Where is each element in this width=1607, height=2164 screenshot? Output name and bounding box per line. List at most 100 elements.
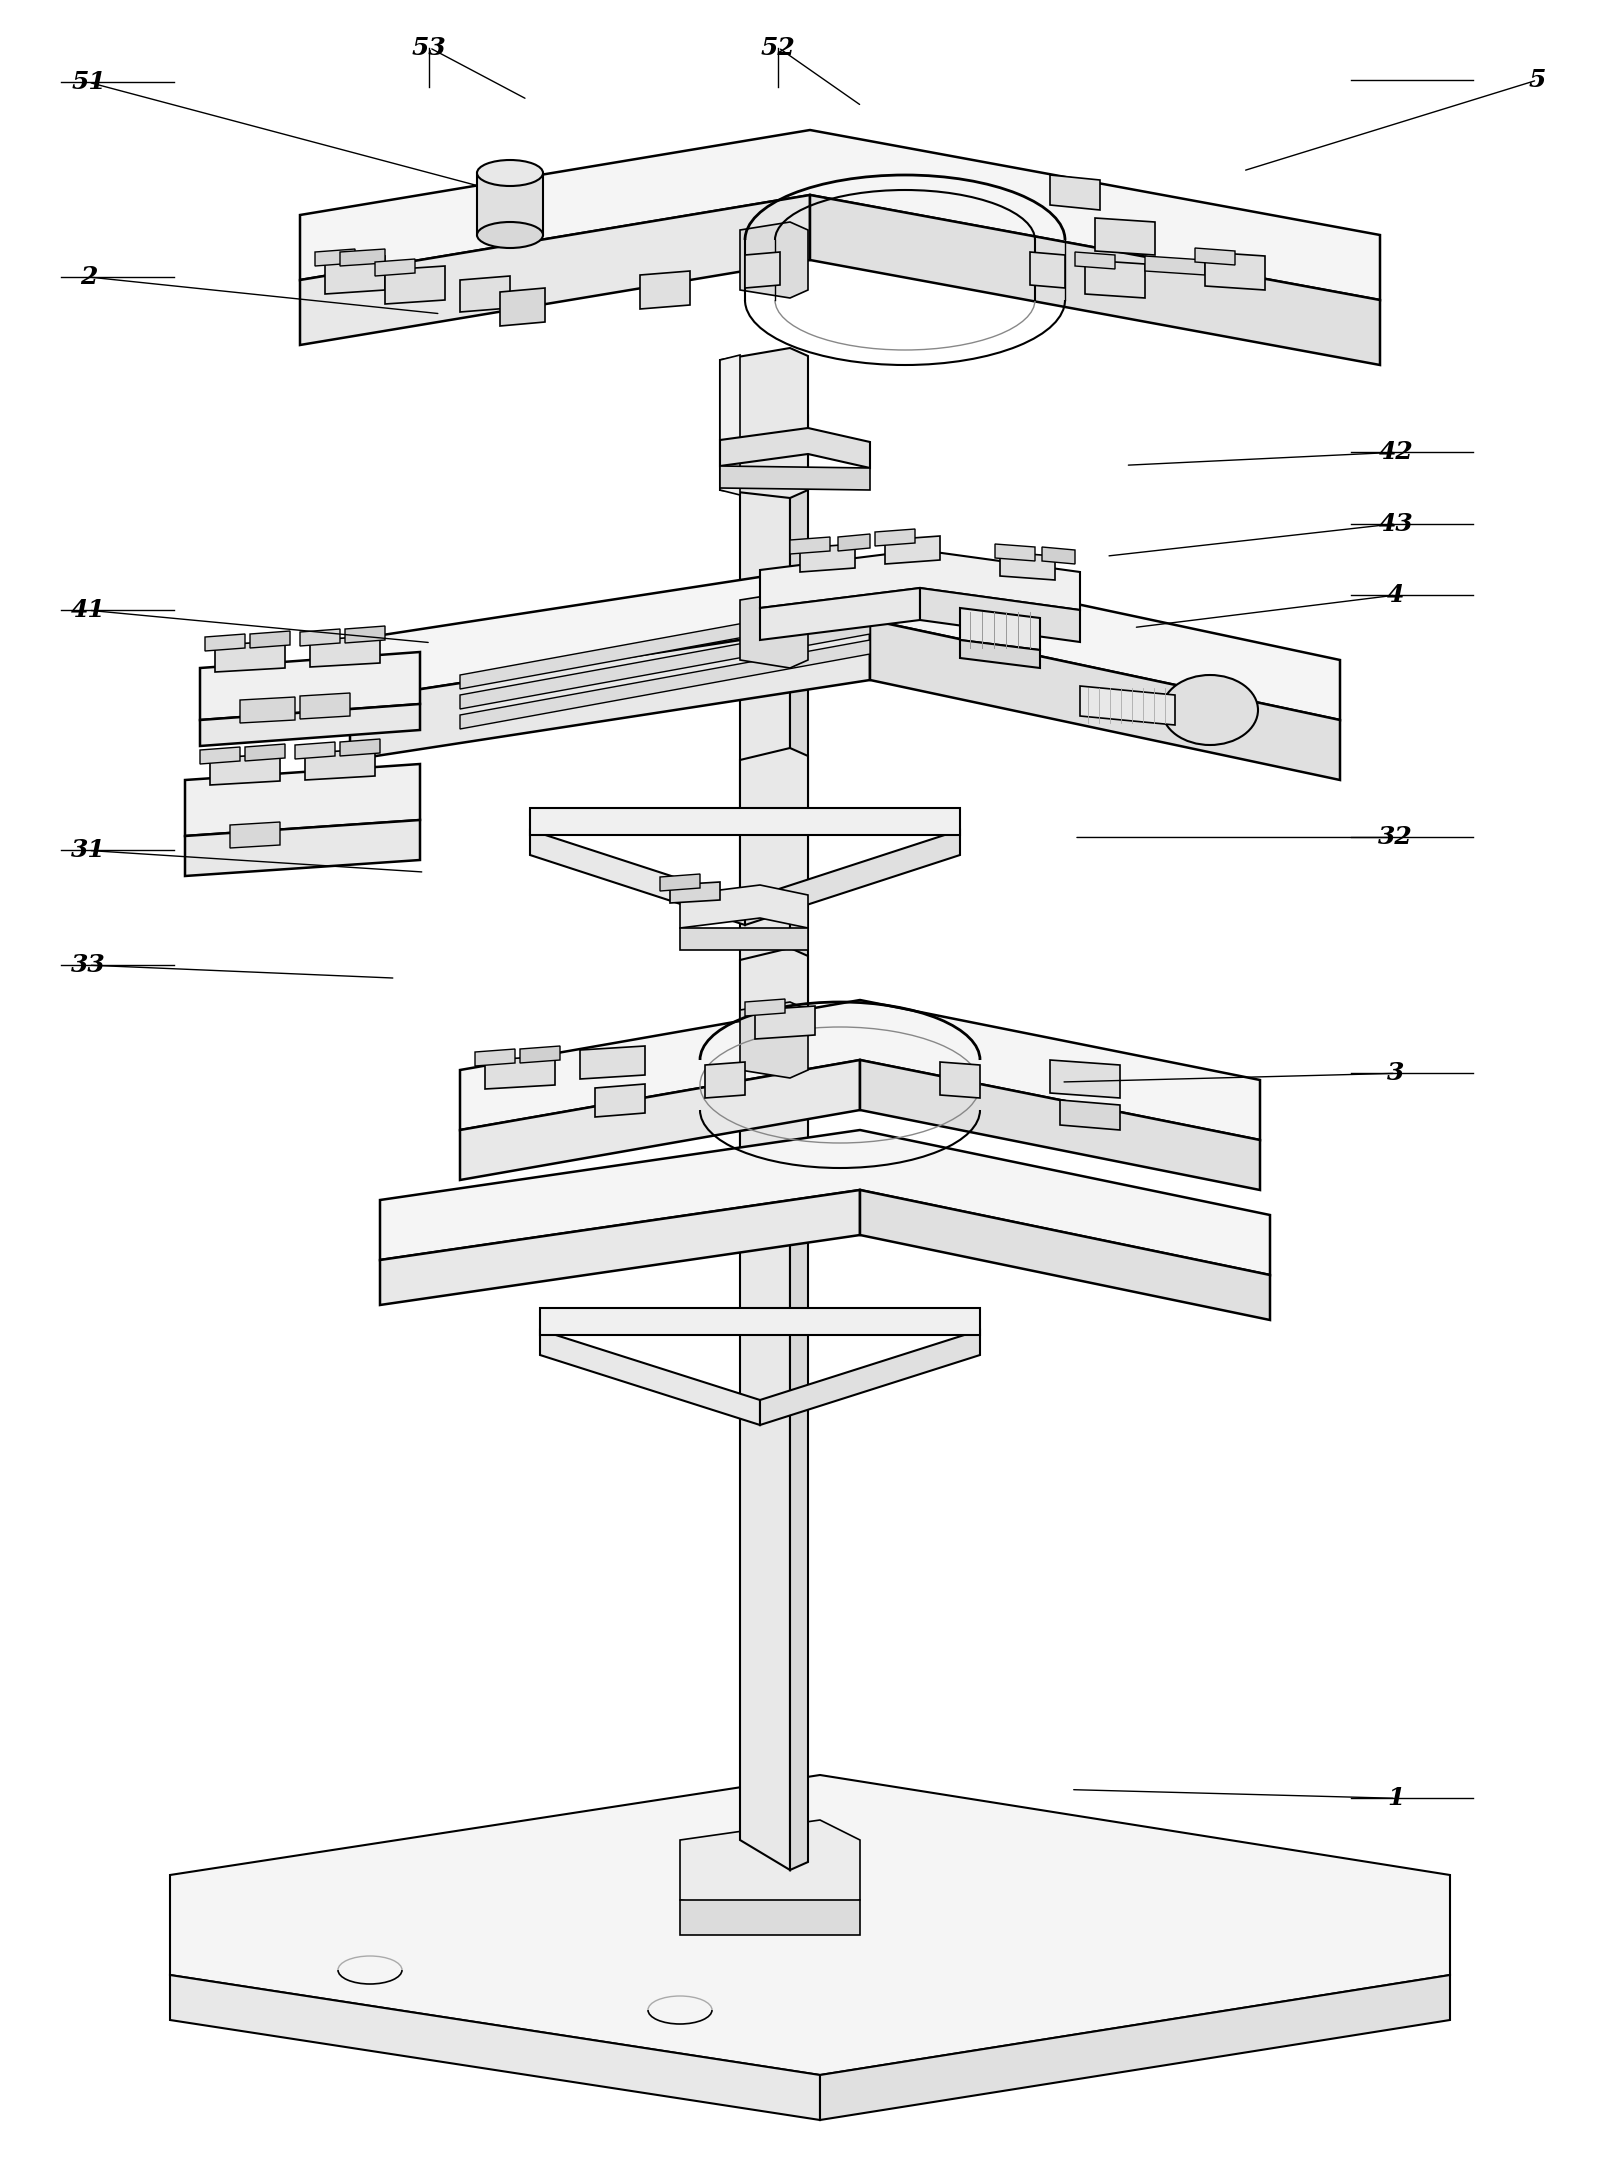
Polygon shape: [204, 634, 244, 651]
Polygon shape: [1030, 251, 1064, 288]
Polygon shape: [460, 599, 869, 688]
Polygon shape: [884, 537, 940, 565]
Polygon shape: [959, 608, 1040, 649]
Polygon shape: [301, 130, 1379, 301]
Polygon shape: [540, 1307, 979, 1335]
Polygon shape: [350, 560, 1339, 721]
Polygon shape: [500, 288, 545, 327]
Polygon shape: [595, 1084, 644, 1117]
Polygon shape: [1041, 547, 1075, 565]
Polygon shape: [374, 260, 415, 277]
Polygon shape: [680, 1900, 860, 1935]
Polygon shape: [869, 621, 1339, 779]
Polygon shape: [185, 820, 419, 876]
Polygon shape: [460, 1060, 860, 1179]
Polygon shape: [739, 381, 789, 1870]
Polygon shape: [339, 249, 384, 266]
Polygon shape: [384, 266, 445, 303]
Ellipse shape: [477, 160, 543, 186]
Polygon shape: [874, 528, 914, 545]
Polygon shape: [460, 641, 869, 729]
Text: 1: 1: [1387, 1785, 1403, 1811]
Polygon shape: [530, 807, 959, 835]
Polygon shape: [720, 465, 869, 489]
Polygon shape: [640, 270, 689, 309]
Polygon shape: [325, 255, 384, 294]
Polygon shape: [460, 1000, 1260, 1140]
Polygon shape: [477, 173, 543, 236]
Polygon shape: [720, 428, 869, 467]
Polygon shape: [820, 1976, 1450, 2121]
Polygon shape: [350, 621, 869, 760]
Polygon shape: [199, 651, 419, 721]
Polygon shape: [739, 1002, 807, 1078]
Polygon shape: [530, 831, 744, 924]
Polygon shape: [244, 744, 284, 762]
Polygon shape: [230, 822, 280, 848]
Ellipse shape: [477, 223, 543, 249]
Polygon shape: [199, 703, 419, 747]
Polygon shape: [860, 1060, 1260, 1190]
Polygon shape: [755, 1006, 815, 1039]
Polygon shape: [744, 1000, 784, 1017]
Polygon shape: [837, 535, 869, 552]
Polygon shape: [485, 1056, 554, 1088]
Polygon shape: [301, 195, 810, 344]
Polygon shape: [789, 400, 807, 1870]
Polygon shape: [680, 1820, 860, 1919]
Text: 33: 33: [71, 952, 106, 978]
Polygon shape: [919, 589, 1080, 643]
Polygon shape: [1075, 251, 1114, 268]
Polygon shape: [760, 589, 919, 641]
Polygon shape: [940, 1063, 979, 1097]
Polygon shape: [860, 1190, 1270, 1320]
Polygon shape: [659, 874, 699, 892]
Polygon shape: [199, 747, 239, 764]
Polygon shape: [744, 831, 959, 924]
Polygon shape: [239, 697, 294, 723]
Polygon shape: [1080, 686, 1175, 725]
Polygon shape: [379, 1190, 860, 1305]
Polygon shape: [580, 1045, 644, 1080]
Polygon shape: [215, 641, 284, 673]
Polygon shape: [739, 749, 807, 898]
Text: 42: 42: [1377, 439, 1413, 465]
Text: 5: 5: [1528, 67, 1544, 93]
Polygon shape: [720, 355, 739, 496]
Text: 43: 43: [1377, 511, 1413, 537]
Polygon shape: [995, 543, 1035, 560]
Polygon shape: [739, 948, 807, 1169]
Text: 51: 51: [71, 69, 106, 95]
Polygon shape: [170, 1774, 1450, 2075]
Polygon shape: [170, 1976, 820, 2121]
Ellipse shape: [1162, 675, 1257, 744]
Text: 32: 32: [1377, 824, 1413, 850]
Polygon shape: [959, 641, 1040, 669]
Text: 3: 3: [1387, 1060, 1403, 1086]
Polygon shape: [301, 630, 339, 647]
Polygon shape: [1194, 249, 1234, 264]
Text: 4: 4: [1387, 582, 1403, 608]
Polygon shape: [810, 195, 1379, 366]
Polygon shape: [339, 738, 379, 755]
Polygon shape: [185, 764, 419, 835]
Polygon shape: [744, 251, 779, 288]
Polygon shape: [474, 1050, 514, 1067]
Polygon shape: [1094, 219, 1154, 255]
Polygon shape: [680, 885, 807, 928]
Polygon shape: [301, 692, 350, 718]
Text: 53: 53: [411, 35, 447, 61]
Polygon shape: [739, 223, 807, 299]
Text: 2: 2: [80, 264, 96, 290]
Polygon shape: [1059, 1099, 1120, 1130]
Polygon shape: [680, 928, 807, 950]
Polygon shape: [739, 593, 807, 669]
Polygon shape: [315, 249, 355, 266]
Polygon shape: [1000, 552, 1054, 580]
Polygon shape: [305, 749, 374, 779]
Polygon shape: [1049, 175, 1099, 210]
Polygon shape: [294, 742, 334, 760]
Polygon shape: [670, 883, 720, 902]
Text: 41: 41: [71, 597, 106, 623]
Polygon shape: [1049, 1060, 1120, 1097]
